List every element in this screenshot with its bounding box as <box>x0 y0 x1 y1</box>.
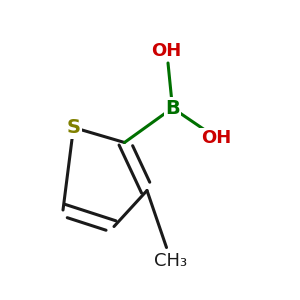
Text: B: B <box>165 98 180 118</box>
Text: OH: OH <box>201 129 231 147</box>
Text: OH: OH <box>152 42 182 60</box>
Text: CH₃: CH₃ <box>154 252 188 270</box>
Text: S: S <box>67 118 80 137</box>
